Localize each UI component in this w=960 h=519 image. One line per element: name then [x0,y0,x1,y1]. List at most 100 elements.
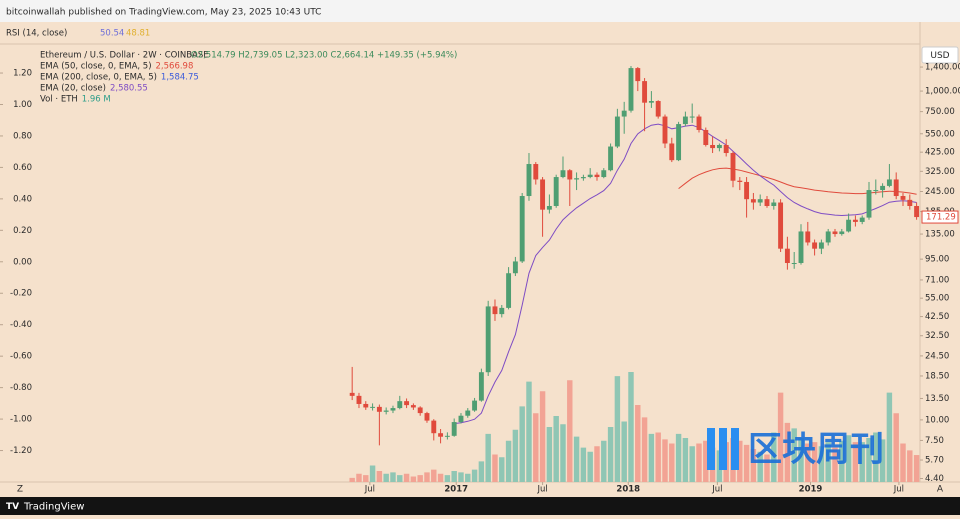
x-tick-label: 2019 [799,485,823,495]
candle-body [628,68,634,111]
footer-logo: TV [6,502,19,512]
volume-bar [777,392,784,482]
volume-bar [859,442,865,482]
volume-bar [893,413,899,482]
candle-body [349,392,355,396]
volume-bar [832,447,838,482]
candle-body [560,170,566,178]
x-tick-label: Jul [893,485,904,495]
y-tick-label: 245.00 [925,187,955,197]
y2-tick-label: 0.20 [13,226,32,236]
volume-bar [900,443,906,482]
top-bar [0,0,960,22]
candle-body [424,413,430,421]
legend-label: EMA (50, close, 0, EMA, 5) [40,62,152,72]
y-tick-label: 750.00 [925,107,955,117]
candle-body [499,307,505,315]
volume-bar [363,475,369,482]
volume-bar [866,438,872,482]
volume-bar [356,473,362,482]
volume-bar [499,457,505,482]
candle-body [764,199,770,206]
candle-body [886,179,892,186]
currency-box[interactable] [921,46,959,64]
y-tick-label: 5.70 [925,456,944,466]
volume-bar [349,477,355,482]
y-tick-label: 135.00 [925,230,955,240]
volume-bar [655,432,661,482]
candle-body [526,164,532,197]
candle-body [818,242,824,249]
candle-body [608,146,614,171]
volume-bar [390,472,396,482]
volume-bar [369,465,376,482]
volume-bar [601,440,607,482]
candle-body [614,116,620,147]
y-tick-label: 71.00 [925,275,949,285]
candle-body [574,178,580,180]
watermark-logo [719,428,727,470]
volume-bar [519,406,525,482]
candle-body [696,116,702,130]
y-tick-label: 550.00 [925,129,955,139]
candle-body [757,199,763,203]
candle-body [458,415,464,423]
x-tick-label: 2017 [444,485,468,495]
candle-body [750,199,756,203]
candle-body [839,231,845,235]
volume-bar [410,476,417,482]
volume-bar [825,442,831,482]
candle-body [716,144,722,149]
volume-bar [879,439,886,482]
volume-bar [771,432,777,482]
candle-body [798,231,804,264]
candle-body [383,410,389,412]
volume-bar [424,472,430,482]
volume-bar [587,451,593,482]
candle-body [397,401,403,409]
x-corner[interactable]: A [937,485,944,495]
candle-body [805,231,811,243]
indicator-line [678,167,917,195]
y2-tick-label: 1.20 [13,69,32,79]
candle-body [404,401,410,406]
candle-body [540,179,546,210]
volume-bar [580,447,587,482]
volume-bar [444,475,451,482]
volume-bar [451,471,457,482]
y2-tick-label: -0.40 [10,320,32,330]
candle-body [451,422,457,436]
volume-bar [607,427,614,482]
volume-bar [839,440,845,482]
candle-body [621,110,627,117]
volume-bar [757,451,763,482]
y-tick-label: 7.50 [925,436,944,446]
candle-body [567,170,573,180]
x-tick-label: Jul [711,485,722,495]
volume-bar [675,433,682,482]
candle-body [784,248,790,264]
candle-body [662,116,668,144]
candle-body [778,202,784,249]
symbol: Ethereum / U.S. Dollar · 2W · COINBASE [40,51,209,61]
volume-bar [743,444,750,482]
currency[interactable]: USD [930,51,949,61]
volume-bar [886,392,893,482]
volume-bar [471,469,478,482]
candle-body [669,143,675,161]
last-price-box [921,210,959,224]
volume-bar [505,440,512,482]
x-corner[interactable]: Z [17,485,23,495]
candle-body [465,410,471,416]
rsi-reading: 48.81 [126,29,150,39]
volume-bar [573,436,580,482]
volume-bar [852,442,859,482]
legend-reading: 1.96 M [82,95,111,105]
candle-body [438,433,444,437]
volume-bar [682,438,689,482]
candle-body [907,199,913,206]
watermark: 区块周刊 [707,428,884,470]
candle-body [825,231,831,243]
